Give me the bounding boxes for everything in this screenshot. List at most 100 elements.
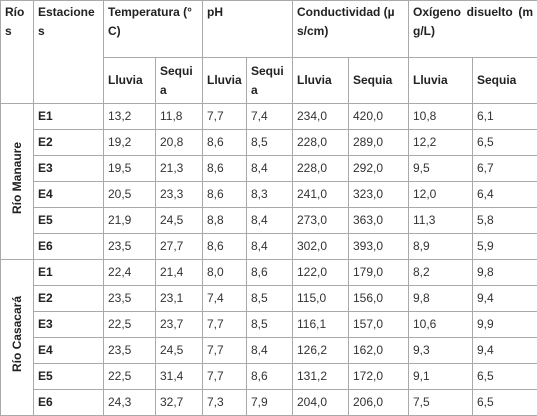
station-cell: E6 [33, 389, 104, 416]
data-row: E5 21,9 24,5 8,8 8,4 273,0 363,0 11,3 5,8 [1, 207, 537, 234]
value-cell: 6,5 [472, 389, 537, 416]
header-cell: Oxígeno disuelto (mg/L) [408, 0, 537, 58]
value-cell: 24,5 [155, 207, 203, 234]
value-cell: 8,5 [246, 129, 293, 156]
value-cell: 20,8 [155, 129, 203, 156]
value-cell: 31,4 [155, 363, 203, 390]
value-cell: 323,0 [348, 181, 409, 208]
value-cell: 11,8 [155, 103, 203, 130]
subheader-row: Lluvia Sequia Lluvia Sequia Lluvia Sequia Lluv… [1, 57, 537, 104]
value-cell: 12,0 [408, 181, 473, 208]
river-cell: Río Manaure [0, 103, 34, 260]
value-cell: 234,0 [292, 103, 349, 130]
value-cell: 23,5 [103, 233, 156, 260]
value-cell: 21,4 [155, 259, 203, 286]
value-cell: 7,7 [202, 363, 247, 390]
value-cell: 8,6 [202, 129, 247, 156]
value-cell: 292,0 [348, 155, 409, 182]
value-cell: 9,1 [408, 363, 473, 390]
value-cell: 228,0 [292, 129, 349, 156]
value-cell: 206,0 [348, 389, 409, 416]
value-cell: 7,4 [246, 103, 293, 130]
data-row: E4 20,5 23,3 8,6 8,3 241,0 323,0 12,0 6,4 [1, 181, 537, 208]
station-cell: E6 [33, 233, 104, 260]
value-cell: 9,8 [408, 285, 473, 312]
value-cell: 7,5 [408, 389, 473, 416]
data-row: E2 19,2 20,8 8,6 8,5 228,0 289,0 12,2 6,5 [1, 129, 537, 156]
value-cell: 9,9 [472, 311, 537, 338]
value-cell: 204,0 [292, 389, 349, 416]
value-cell: 8,5 [246, 311, 293, 338]
value-cell: 126,2 [292, 337, 349, 364]
data-row: Río Manaure E1 13,2 11,8 7,7 7,4 234,0 420,0 10,… [0, 103, 537, 260]
data-row: Río Casacará E1 22,4 21,4 8,0 8,6 122,0 179,0 8,… [0, 259, 537, 416]
value-cell: 6,5 [472, 363, 537, 390]
value-cell: 131,2 [292, 363, 349, 390]
value-cell: 11,3 [408, 207, 473, 234]
value-cell: 393,0 [348, 233, 409, 260]
value-cell: 10,6 [408, 311, 473, 338]
header-cell: Conductividad (µs/cm) [292, 0, 409, 58]
value-cell: 22,5 [103, 363, 156, 390]
value-cell: 8,3 [246, 181, 293, 208]
station-cell: E1 [33, 259, 104, 286]
value-cell: 23,1 [155, 285, 203, 312]
value-cell: 156,0 [348, 285, 409, 312]
value-cell: 162,0 [348, 337, 409, 364]
value-cell: 289,0 [348, 129, 409, 156]
value-cell: 9,5 [408, 155, 473, 182]
station-cell: E2 [33, 285, 104, 312]
value-cell: 115,0 [292, 285, 349, 312]
header-cell: Ríos [0, 0, 34, 104]
station-cell: E2 [33, 129, 104, 156]
value-cell: 7,4 [202, 285, 247, 312]
data-row: E2 23,5 23,1 7,4 8,5 115,0 156,0 9,8 9,4 [1, 285, 537, 312]
header-cell: Temperatura (°C) [103, 0, 203, 58]
data-row: E3 22,5 23,7 7,7 8,5 116,1 157,0 10,6 9,9 [1, 311, 537, 338]
value-cell: 7,9 [246, 389, 293, 416]
value-cell: 420,0 [348, 103, 409, 130]
value-cell: 22,4 [103, 259, 156, 286]
value-cell: 23,5 [103, 337, 156, 364]
value-cell: 8,6 [246, 259, 293, 286]
station-cell: E4 [33, 337, 104, 364]
value-cell: 27,7 [155, 233, 203, 260]
value-cell: 24,5 [155, 337, 203, 364]
station-cell: E4 [33, 181, 104, 208]
value-cell: 179,0 [348, 259, 409, 286]
value-cell: 19,5 [103, 155, 156, 182]
value-cell: 24,3 [103, 389, 156, 416]
value-cell: 8,6 [246, 363, 293, 390]
value-cell: 6,7 [472, 155, 537, 182]
value-cell: 8,6 [202, 233, 247, 260]
value-cell: 8,4 [246, 155, 293, 182]
value-cell: 116,1 [292, 311, 349, 338]
station-cell: E5 [33, 363, 104, 390]
value-cell: 228,0 [292, 155, 349, 182]
station-cell: E3 [33, 311, 104, 338]
value-cell: 12,2 [408, 129, 473, 156]
value-cell: 9,3 [408, 337, 473, 364]
value-cell: 8,0 [202, 259, 247, 286]
value-cell: 8,4 [246, 337, 293, 364]
value-cell: 23,5 [103, 285, 156, 312]
header-cell: pH [202, 0, 293, 58]
value-cell: 32,7 [155, 389, 203, 416]
subheader-cell: Lluvia [292, 57, 349, 104]
value-cell: 8,9 [408, 233, 473, 260]
value-cell: 8,4 [246, 207, 293, 234]
value-cell: 5,9 [472, 233, 537, 260]
value-cell: 7,7 [202, 103, 247, 130]
value-cell: 23,7 [155, 311, 203, 338]
value-cell: 363,0 [348, 207, 409, 234]
value-cell: 21,9 [103, 207, 156, 234]
value-cell: 241,0 [292, 181, 349, 208]
value-cell: 8,6 [202, 181, 247, 208]
value-cell: 23,3 [155, 181, 203, 208]
subheader-cell: Lluvia [202, 57, 247, 104]
value-cell: 7,7 [202, 337, 247, 364]
data-row: E6 23,5 27,7 8,6 8,4 302,0 393,0 8,9 5,9 [1, 233, 537, 260]
value-cell: 21,3 [155, 155, 203, 182]
